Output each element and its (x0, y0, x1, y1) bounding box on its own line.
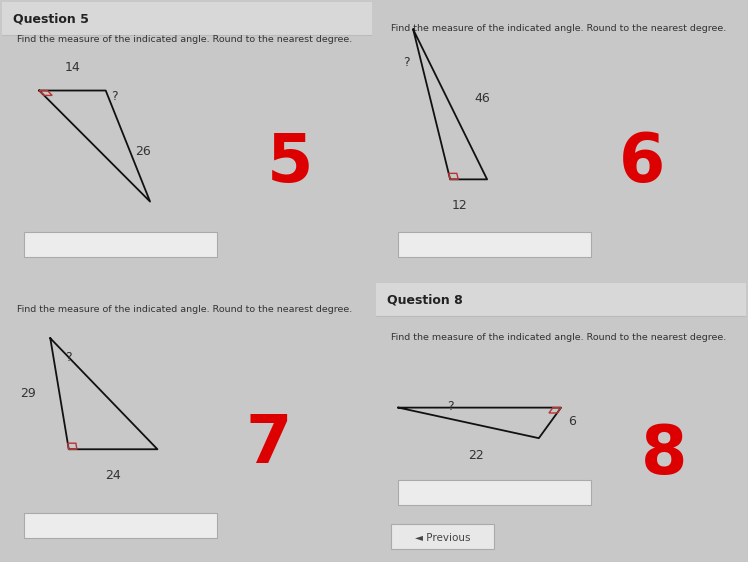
FancyBboxPatch shape (399, 232, 591, 257)
Text: 29: 29 (20, 387, 36, 400)
Text: Find the measure of the indicated angle. Round to the nearest degree.: Find the measure of the indicated angle.… (17, 35, 352, 44)
FancyBboxPatch shape (399, 480, 591, 505)
Text: 8: 8 (641, 422, 687, 488)
Text: 22: 22 (468, 449, 484, 463)
Text: ◄ Previous: ◄ Previous (415, 533, 470, 543)
Text: ?: ? (111, 89, 118, 103)
FancyBboxPatch shape (25, 232, 217, 257)
Text: 26: 26 (135, 145, 151, 158)
Text: Find the measure of the indicated angle. Round to the nearest degree.: Find the measure of the indicated angle.… (391, 333, 726, 342)
FancyBboxPatch shape (25, 513, 217, 538)
Text: ?: ? (447, 400, 453, 413)
Text: 7: 7 (245, 411, 292, 477)
Text: Find the measure of the indicated angle. Round to the nearest degree.: Find the measure of the indicated angle.… (391, 24, 726, 33)
Text: ?: ? (65, 351, 72, 364)
Text: Question 5: Question 5 (13, 13, 89, 26)
Text: 46: 46 (474, 92, 490, 105)
Text: 5: 5 (267, 130, 313, 196)
Text: 12: 12 (452, 199, 468, 212)
Text: Find the measure of the indicated angle. Round to the nearest degree.: Find the measure of the indicated angle.… (17, 305, 352, 314)
Bar (2, 2, 372, 35)
Bar (376, 283, 746, 316)
FancyBboxPatch shape (391, 524, 494, 549)
Text: 14: 14 (64, 61, 80, 74)
Text: 24: 24 (105, 469, 121, 482)
Text: ?: ? (403, 56, 409, 69)
Text: Question 8: Question 8 (387, 294, 463, 307)
Text: 6: 6 (619, 130, 666, 196)
Text: 6: 6 (568, 415, 576, 428)
